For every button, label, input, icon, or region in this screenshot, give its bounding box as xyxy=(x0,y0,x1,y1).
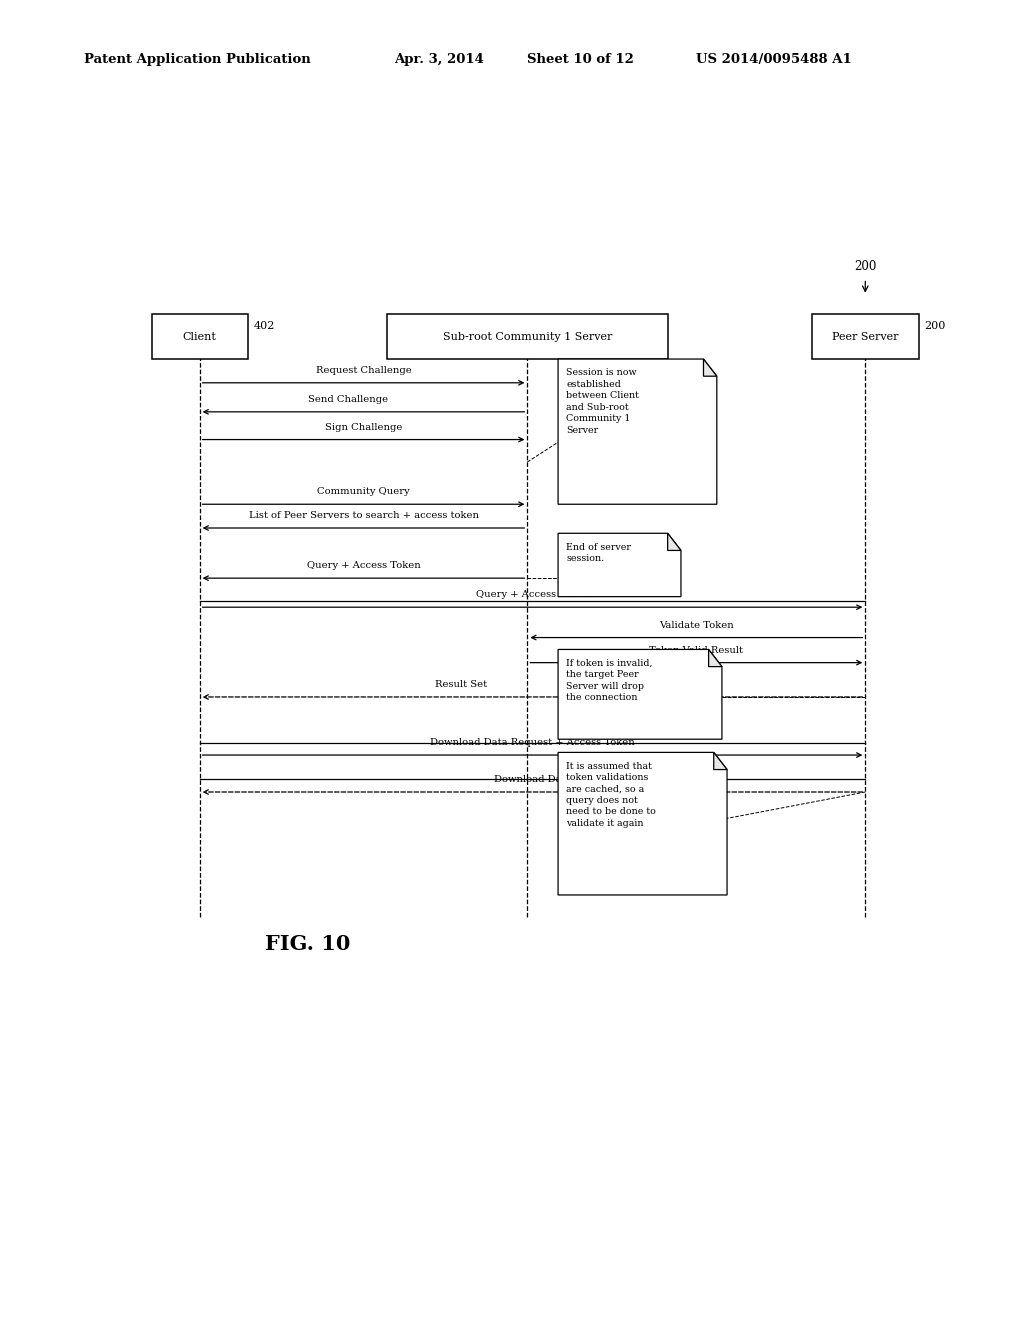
Polygon shape xyxy=(558,752,727,895)
Text: Client: Client xyxy=(182,331,217,342)
Text: US 2014/0095488 A1: US 2014/0095488 A1 xyxy=(696,53,852,66)
Polygon shape xyxy=(714,752,727,770)
Text: Patent Application Publication: Patent Application Publication xyxy=(84,53,310,66)
Polygon shape xyxy=(709,649,722,667)
Text: 200: 200 xyxy=(854,260,877,273)
Text: Download Data Request + Access Token: Download Data Request + Access Token xyxy=(430,738,635,747)
Text: Community Query: Community Query xyxy=(317,487,410,496)
Text: Sheet 10 of 12: Sheet 10 of 12 xyxy=(527,53,634,66)
Text: 402: 402 xyxy=(254,321,275,331)
Text: Peer Server: Peer Server xyxy=(833,331,898,342)
Text: Result Set: Result Set xyxy=(435,680,486,689)
Text: Download Data: Download Data xyxy=(494,775,571,784)
Text: Request Challenge: Request Challenge xyxy=(315,366,412,375)
FancyBboxPatch shape xyxy=(387,314,668,359)
Text: Sign Challenge: Sign Challenge xyxy=(325,422,402,432)
Text: Query + Access Token: Query + Access Token xyxy=(475,590,590,599)
Text: Apr. 3, 2014: Apr. 3, 2014 xyxy=(394,53,484,66)
Text: Validate Token: Validate Token xyxy=(659,620,733,630)
Text: 200: 200 xyxy=(925,321,946,331)
Polygon shape xyxy=(668,533,681,550)
Text: It is assumed that
token validations
are cached, so a
query does not
need to be : It is assumed that token validations are… xyxy=(566,762,656,828)
Text: Send Challenge: Send Challenge xyxy=(308,395,388,404)
Text: If token is invalid,
the target Peer
Server will drop
the connection: If token is invalid, the target Peer Ser… xyxy=(566,659,652,702)
Text: Token Valid Result: Token Valid Result xyxy=(649,645,743,655)
FancyBboxPatch shape xyxy=(812,314,919,359)
FancyBboxPatch shape xyxy=(152,314,248,359)
Polygon shape xyxy=(558,533,681,597)
Text: Query + Access Token: Query + Access Token xyxy=(306,561,421,570)
Text: List of Peer Servers to search + access token: List of Peer Servers to search + access … xyxy=(249,511,478,520)
Polygon shape xyxy=(703,359,717,376)
Text: Session is now
established
between Client
and Sub-root
Community 1
Server: Session is now established between Clien… xyxy=(566,368,639,434)
Text: End of server
session.: End of server session. xyxy=(566,543,631,562)
Text: FIG. 10: FIG. 10 xyxy=(264,933,350,954)
Polygon shape xyxy=(558,359,717,504)
Polygon shape xyxy=(558,649,722,739)
Text: Sub-root Community 1 Server: Sub-root Community 1 Server xyxy=(442,331,612,342)
